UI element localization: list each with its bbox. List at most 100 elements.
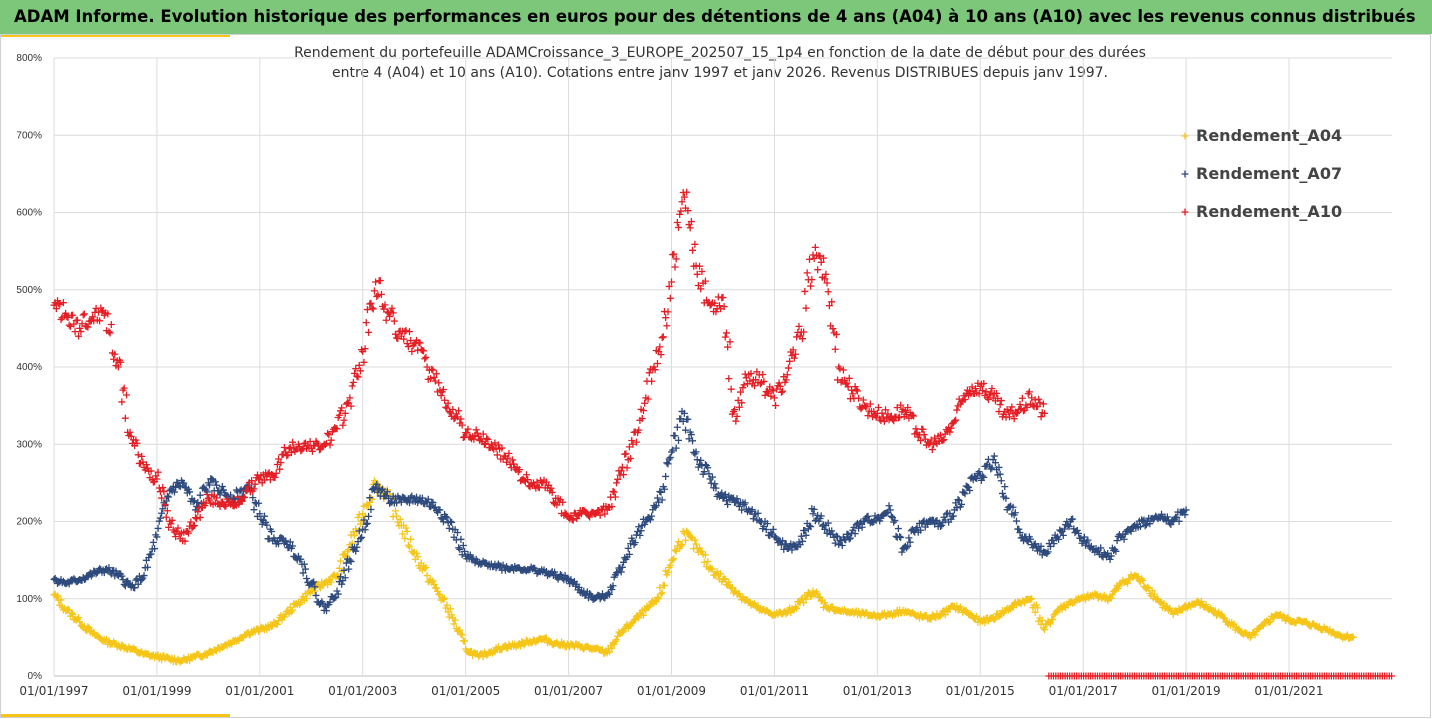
data-point: [1023, 403, 1031, 411]
data-point: [360, 358, 368, 366]
data-point: [635, 426, 643, 434]
data-point: [658, 496, 666, 504]
data-point: [1055, 535, 1063, 543]
data-point: [715, 302, 723, 310]
data-point: [341, 551, 349, 559]
y-tick-label: 0%: [28, 671, 43, 682]
y-tick-label: 200%: [16, 517, 42, 528]
data-point: [829, 530, 837, 538]
data-point: [599, 590, 606, 598]
data-point: [306, 438, 314, 446]
data-point: [117, 358, 125, 366]
data-point: [444, 399, 452, 407]
data-point: [678, 407, 686, 415]
data-point: [351, 532, 359, 540]
data-point: [1077, 594, 1085, 602]
data-point: [920, 431, 928, 439]
data-point: [1134, 573, 1142, 581]
data-point: [940, 436, 948, 444]
data-point: [344, 547, 352, 555]
data-point: [435, 506, 443, 514]
data-point: [639, 407, 647, 415]
data-point: [974, 379, 982, 387]
data-point: [629, 440, 637, 448]
data-point: [266, 476, 274, 484]
data-point: [962, 607, 970, 615]
data-point: [1283, 615, 1291, 623]
data-point: [453, 413, 461, 421]
data-point: [123, 391, 131, 399]
data-point: [839, 366, 847, 374]
data-point: [382, 316, 390, 324]
data-point: [340, 566, 348, 574]
data-point: [1009, 503, 1017, 511]
data-point: [686, 224, 694, 232]
data-point: [1016, 529, 1024, 537]
data-point: [671, 263, 679, 271]
data-point: [614, 569, 622, 577]
data-point: [672, 547, 680, 555]
data-point: [70, 320, 78, 328]
data-point: [922, 441, 930, 449]
data-point: [377, 290, 385, 298]
data-point: [898, 548, 906, 556]
data-point: [1106, 555, 1114, 563]
data-point: [154, 524, 162, 532]
data-point: [777, 388, 785, 396]
data-point: [669, 446, 677, 454]
data-point: [625, 550, 633, 558]
data-point: [1388, 672, 1396, 680]
data-point: [352, 547, 360, 555]
data-point: [887, 412, 895, 420]
data-point: [439, 595, 447, 603]
data-point: [1005, 413, 1013, 421]
data-point: [697, 456, 705, 464]
data-point: [1146, 520, 1154, 528]
data-point: [1027, 595, 1035, 603]
data-point: [711, 480, 719, 488]
data-point: [228, 497, 236, 505]
data-point: [601, 510, 609, 518]
data-point: [71, 328, 79, 336]
data-point: [430, 373, 438, 381]
data-point: [491, 439, 499, 447]
data-point: [953, 504, 961, 512]
data-point: [344, 555, 352, 563]
data-point: [696, 544, 704, 552]
data-point: [625, 443, 633, 451]
data-point: [808, 276, 816, 284]
data-point: [1027, 535, 1035, 543]
data-point: [1082, 541, 1090, 549]
data-point: [403, 528, 411, 536]
data-point: [1046, 620, 1054, 628]
data-point: [965, 483, 973, 491]
data-point: [627, 454, 635, 462]
data-point: [422, 353, 430, 361]
data-point: [684, 207, 692, 215]
y-tick-label: 400%: [16, 362, 42, 373]
x-tick-label: 01/01/2001: [225, 684, 294, 698]
data-point: [1175, 517, 1183, 525]
data-point: [618, 463, 626, 471]
data-point: [362, 520, 370, 528]
data-point: [131, 584, 139, 592]
data-point: [928, 446, 936, 454]
data-point: [206, 496, 214, 504]
data-point: [1296, 616, 1304, 624]
data-point: [520, 476, 528, 484]
data-point: [1023, 537, 1031, 545]
data-point: [660, 485, 668, 493]
data-point: [213, 494, 221, 502]
data-point: [1013, 601, 1021, 609]
data-point: [596, 511, 604, 519]
data-point: [396, 515, 404, 523]
data-point: [305, 581, 313, 589]
data-point: [652, 346, 660, 354]
data-point: [505, 449, 513, 457]
data-point: [407, 535, 415, 543]
data-point: [57, 596, 65, 604]
data-point: [802, 531, 810, 539]
data-point: [299, 569, 307, 577]
data-point: [606, 590, 614, 598]
data-point: [66, 322, 74, 330]
